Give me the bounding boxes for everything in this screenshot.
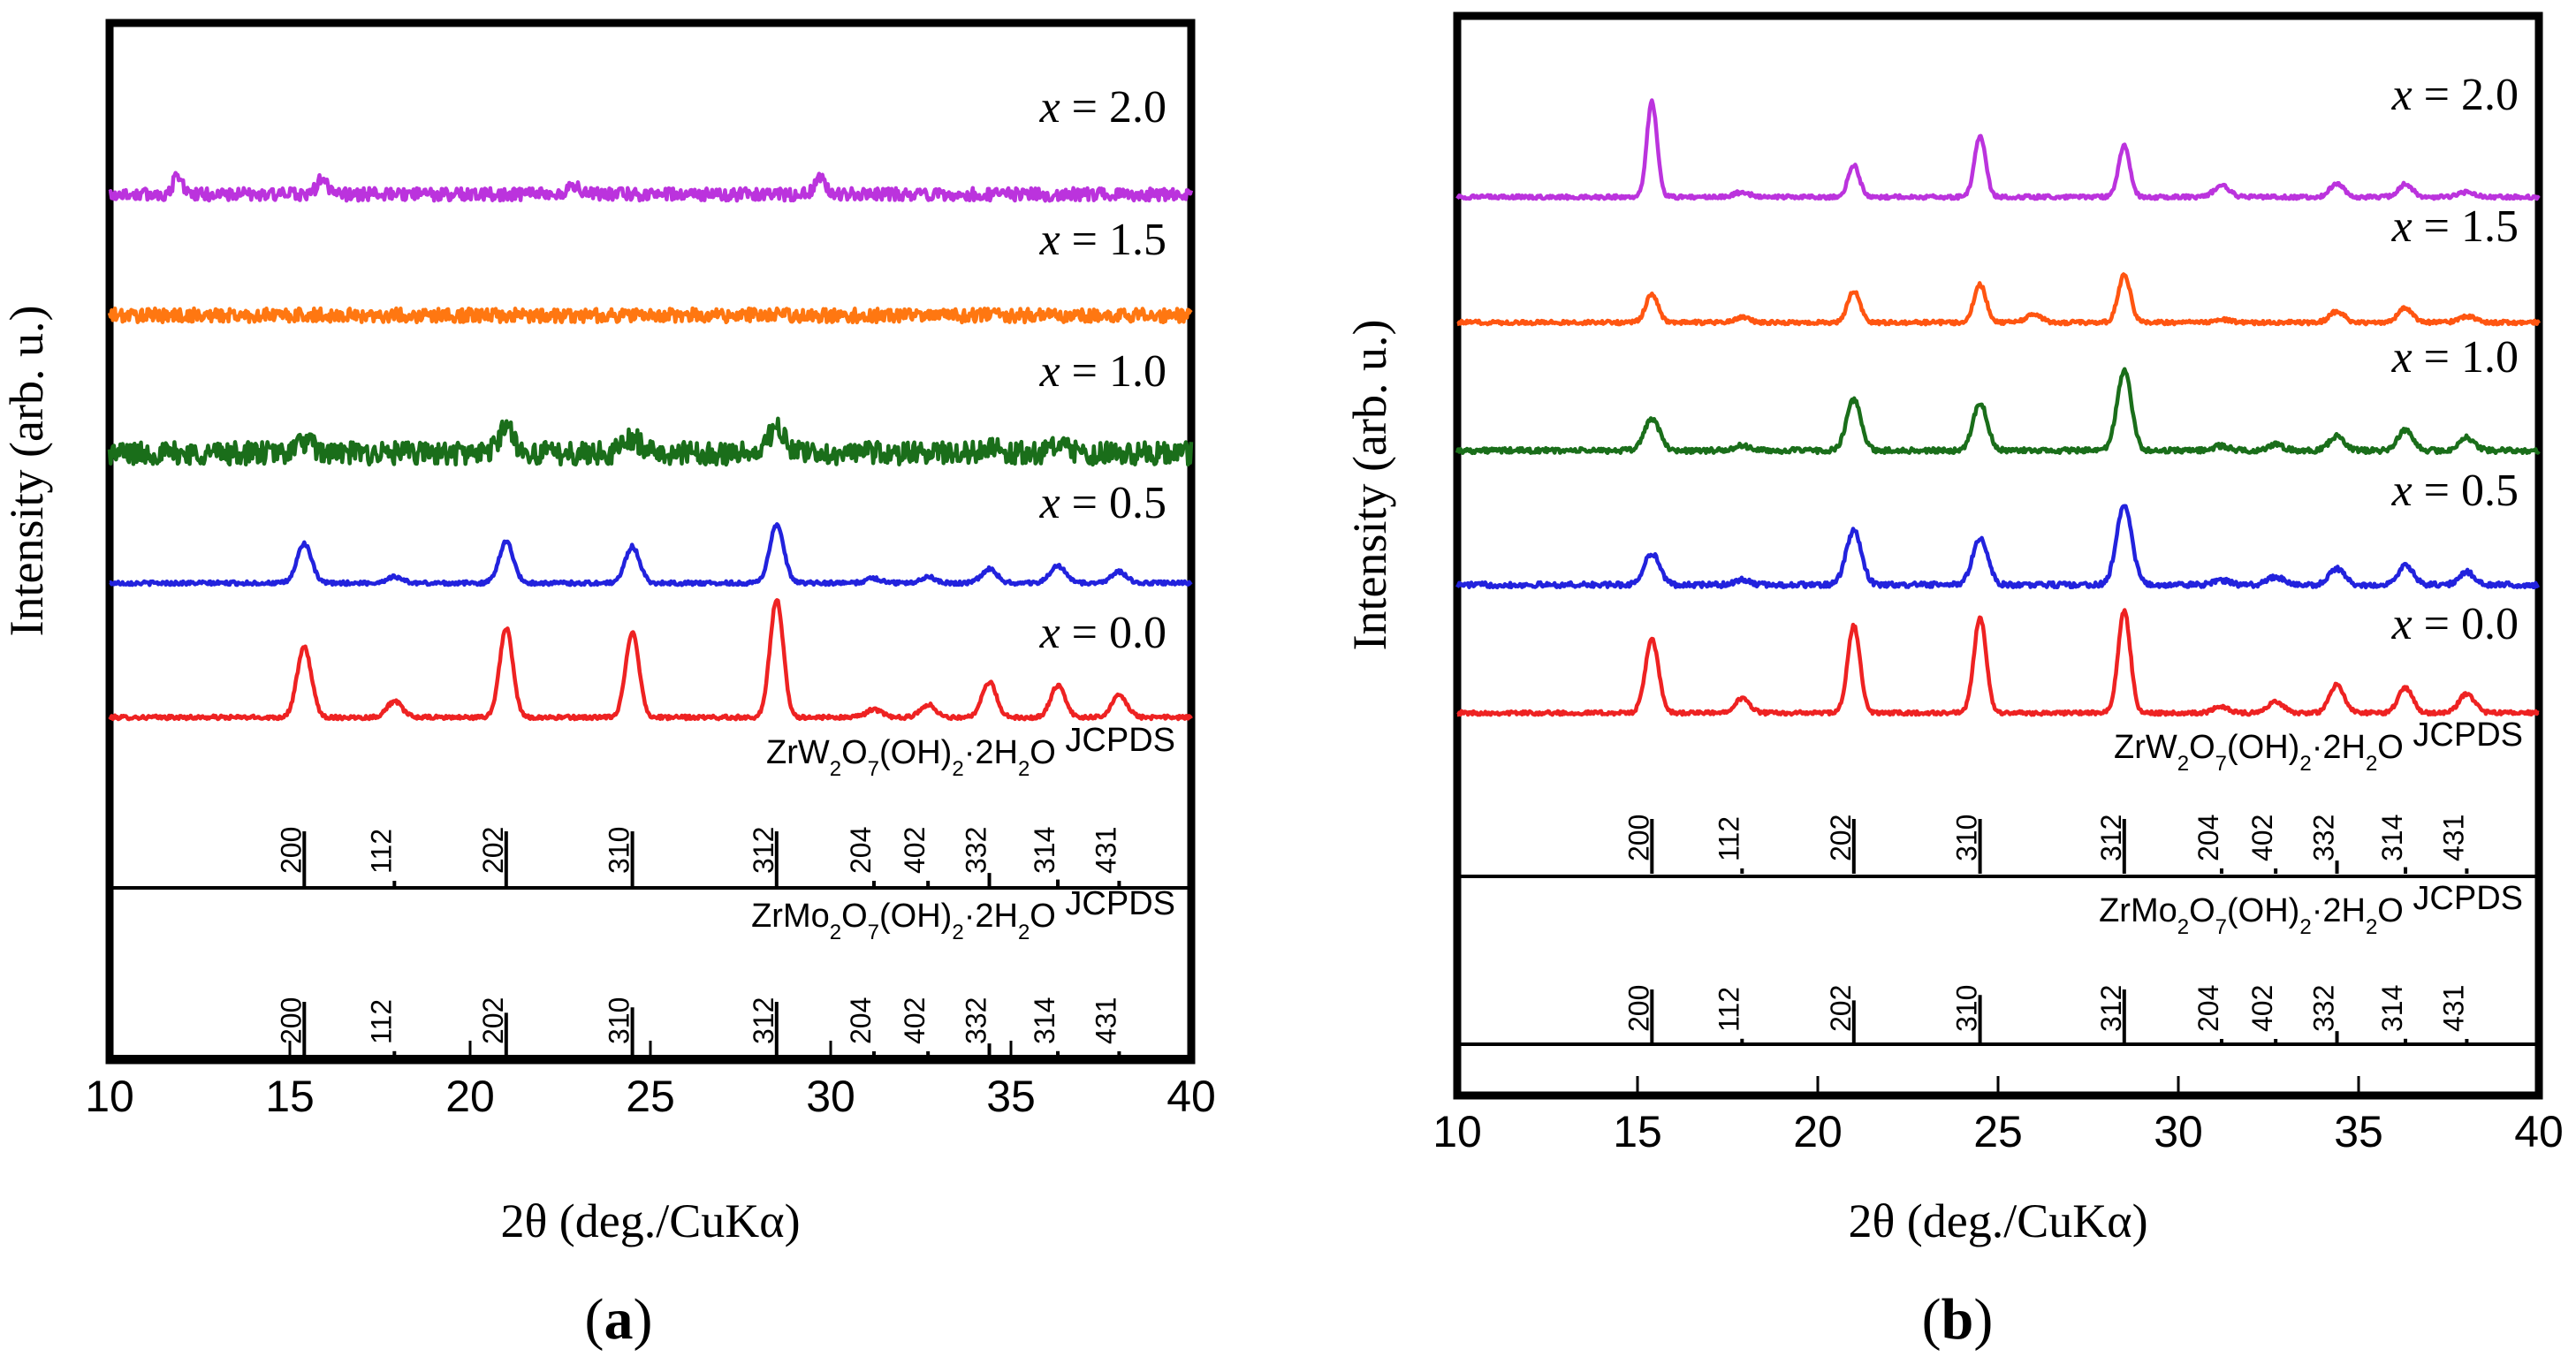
series-label: x = 1.0 [2391, 332, 2519, 383]
hkl-label: 200 [1622, 985, 1654, 1032]
hkl-label: 310 [1951, 985, 1983, 1032]
hkl-label: 431 [2437, 985, 2469, 1032]
x-axis-label: 2θ (deg./CuKα) [1848, 1194, 2147, 1247]
xrd-trace [1455, 504, 2541, 590]
xrd-panel-b: 10 15 20 25 30 35 40 2θ (deg./CuKα) Intensity (a… [1343, 11, 2564, 1352]
xrd-trace [108, 598, 1193, 722]
hkl-label: 202 [1825, 985, 1857, 1032]
plot-frame [105, 19, 1196, 1065]
xrd-trace [1455, 98, 2541, 201]
series-label: x = 1.0 [1039, 346, 1166, 397]
xrd-trace [107, 416, 1194, 467]
x-tick-label: 40 [2514, 1107, 2564, 1156]
hkl-label: 200 [1622, 815, 1654, 861]
series-label: x = 0.0 [1039, 608, 1166, 658]
hkl-label: 332 [2308, 985, 2340, 1032]
y-axis-label: Intensity (arb. u.) [0, 306, 53, 637]
hkl-label: 332 [961, 997, 992, 1044]
hkl-label: 204 [845, 997, 877, 1044]
x-tick-label: 35 [2334, 1107, 2383, 1156]
x-tick-label: 30 [806, 1072, 855, 1121]
hkl-label: 310 [604, 827, 635, 874]
reference-title: ZrW2O7(OH)2·2H2O JCPDS [2114, 716, 2523, 776]
x-tick-label: 10 [1432, 1107, 1482, 1156]
xrd-trace [107, 306, 1193, 325]
x-tick-label: 10 [85, 1072, 134, 1121]
hkl-label: 314 [2376, 815, 2408, 861]
series-label: x = 1.5 [1039, 215, 1166, 265]
x-tick-label: 25 [1973, 1107, 2023, 1156]
x-tick-label: 35 [986, 1072, 1036, 1121]
x-tick-label: 15 [1613, 1107, 1662, 1156]
series-label: x = 2.0 [1039, 82, 1166, 133]
hkl-label: 204 [845, 827, 877, 874]
hkl-label: 112 [365, 999, 397, 1044]
series-label: x = 0.5 [1039, 478, 1166, 528]
hkl-label: 310 [604, 997, 635, 1044]
hkl-label: 202 [477, 997, 509, 1044]
x-tick-label: 20 [445, 1072, 495, 1121]
hkl-label: 431 [1090, 997, 1121, 1044]
xrd-trace [1455, 367, 2541, 456]
x-tick-label: 30 [2154, 1107, 2203, 1156]
xrd-trace [1455, 272, 2541, 327]
series-label: x = 2.0 [2391, 70, 2519, 120]
hkl-label: 112 [1713, 816, 1744, 861]
hkl-label: 314 [1029, 997, 1060, 1044]
hkl-label: 310 [1951, 815, 1983, 861]
x-tick-label: 15 [265, 1072, 315, 1121]
series-label: x = 0.5 [2391, 466, 2519, 516]
hkl-label: 202 [477, 827, 509, 874]
hkl-label: 112 [365, 829, 397, 874]
hkl-label: 312 [2095, 985, 2127, 1032]
xrd-trace [108, 522, 1193, 587]
hkl-label: 200 [275, 827, 307, 874]
x-tick-label: 20 [1793, 1107, 1843, 1156]
xrd-trace [108, 171, 1194, 203]
hkl-label: 204 [2192, 985, 2224, 1032]
plot-frame [1453, 11, 2543, 1100]
hkl-label: 112 [1713, 987, 1744, 1032]
series-label: x = 0.0 [2391, 599, 2519, 649]
xrd-trace [1455, 608, 2541, 717]
hkl-label: 312 [748, 997, 779, 1044]
hkl-label: 200 [275, 997, 307, 1044]
hkl-label: 402 [2246, 985, 2278, 1032]
xrd-panel-a: 10 15 20 25 30 35 40 2θ (deg./CuKα) Intensity (a… [0, 19, 1216, 1352]
series-label: x = 1.5 [2391, 201, 2519, 252]
hkl-label: 204 [2192, 815, 2224, 861]
x-tick-label: 25 [626, 1072, 675, 1121]
hkl-label: 312 [2095, 815, 2127, 861]
hkl-label: 402 [899, 827, 931, 874]
reference-title: ZrMo2O7(OH)2·2H2O JCPDS [751, 885, 1175, 944]
hkl-label: 202 [1825, 815, 1857, 861]
hkl-label: 402 [2246, 815, 2278, 861]
x-tick-label: 40 [1166, 1072, 1216, 1121]
hkl-label: 312 [748, 827, 779, 874]
hkl-label: 431 [1090, 827, 1121, 874]
panel-caption: (b) [1922, 1287, 1994, 1352]
x-axis-label: 2θ (deg./CuKα) [500, 1194, 800, 1247]
hkl-label: 431 [2437, 815, 2469, 861]
panel-caption: (a) [585, 1287, 653, 1352]
hkl-label: 332 [2308, 815, 2340, 861]
reference-title: ZrW2O7(OH)2·2H2O JCPDS [766, 722, 1175, 781]
hkl-label: 314 [2376, 985, 2408, 1032]
y-axis-label: Intensity (arb. u.) [1343, 320, 1396, 651]
hkl-label: 332 [961, 827, 992, 874]
hkl-label: 402 [899, 997, 931, 1044]
reference-title: ZrMo2O7(OH)2·2H2O JCPDS [2099, 880, 2523, 939]
hkl-label: 314 [1029, 827, 1060, 874]
